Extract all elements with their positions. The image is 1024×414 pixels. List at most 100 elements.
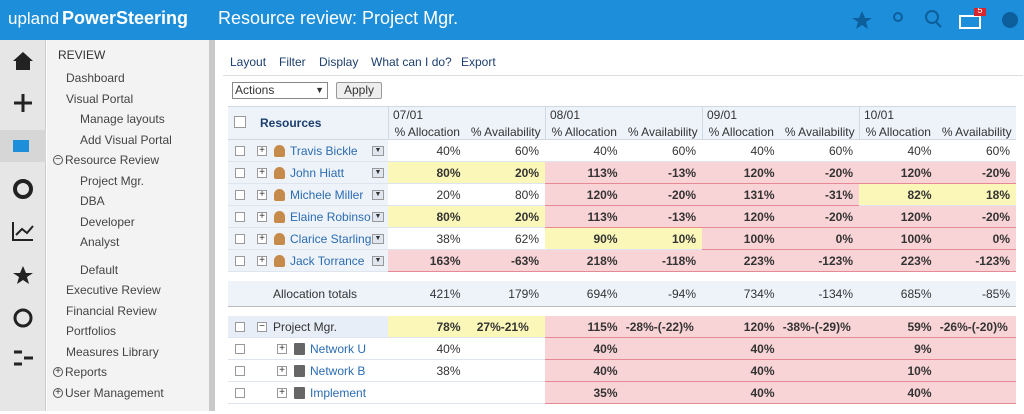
section-title: REVIEW (58, 48, 106, 62)
nav-item[interactable]: Portfolios (66, 324, 117, 338)
row-checkbox[interactable] (235, 388, 245, 398)
select-all[interactable] (234, 116, 246, 128)
cell: 120% (545, 184, 624, 206)
expand-toggle[interactable]: − (257, 322, 267, 332)
column-header[interactable]: % Allocation (394, 125, 460, 139)
expand-toggle[interactable]: + (257, 212, 267, 222)
nav-item[interactable]: Financial Review (66, 303, 157, 318)
nav-item[interactable]: Manage layouts (80, 112, 165, 126)
expand-toggle[interactable]: + (277, 344, 287, 354)
row-menu[interactable]: ▼ (372, 190, 384, 200)
column-header[interactable]: % Availability (470, 125, 541, 139)
nav-item[interactable]: Visual Portal (66, 91, 134, 106)
nav-item[interactable]: Add Visual Portal (80, 132, 172, 147)
column-header[interactable]: % Allocation (551, 125, 617, 139)
add-icon[interactable] (14, 94, 32, 112)
row-name[interactable]: Network U (310, 342, 367, 356)
home-icon[interactable] (13, 52, 33, 70)
settings-icon[interactable] (13, 179, 33, 199)
star-icon[interactable] (13, 266, 33, 284)
reports-icon[interactable] (12, 222, 34, 241)
actions-select[interactable]: Actions ▼ (232, 82, 328, 99)
row-checkbox[interactable] (235, 168, 245, 178)
row-name[interactable]: Elaine Robinso (290, 210, 371, 224)
nav-item[interactable]: Project Mgr. (80, 173, 145, 188)
cell: -20% (937, 206, 1016, 228)
row-name[interactable]: Project Mgr. (273, 320, 338, 334)
column-header[interactable]: % Availability (784, 125, 855, 139)
row-checkbox[interactable] (235, 190, 245, 200)
expand-toggle[interactable]: + (257, 168, 267, 178)
expand-toggle[interactable]: + (257, 256, 267, 266)
row-name[interactable]: Michele Miller (290, 188, 364, 202)
row-name[interactable]: John Hiatt (290, 166, 345, 180)
nav-item[interactable]: Executive Review (66, 283, 161, 297)
cell: 40% (702, 360, 781, 382)
favorites-icon[interactable] (852, 11, 872, 29)
nav-item[interactable]: Resource Review (65, 153, 160, 167)
row-checkbox[interactable] (235, 322, 245, 332)
column-header[interactable]: % Availability (627, 125, 698, 139)
row-menu[interactable]: ▼ (372, 234, 384, 244)
row-checkbox[interactable] (235, 344, 245, 354)
column-header[interactable]: % Availability (941, 125, 1012, 139)
row-menu[interactable]: ▼ (372, 212, 384, 222)
apply-button[interactable]: Apply (336, 82, 382, 99)
history-icon[interactable] (13, 308, 33, 328)
expand-toggle[interactable]: + (257, 234, 267, 244)
brand-prefix: upland (8, 9, 60, 28)
row-checkbox[interactable] (235, 256, 245, 266)
cell: 60% (937, 140, 1016, 162)
help-icon[interactable] (1002, 12, 1018, 28)
menu-item[interactable]: Layout (230, 55, 267, 69)
row-checkbox[interactable] (235, 366, 245, 376)
column-header[interactable]: % Allocation (708, 125, 774, 139)
row-menu[interactable]: ▼ (372, 168, 384, 178)
row-menu[interactable]: ▼ (372, 256, 384, 266)
brand: PowerSteering (62, 8, 189, 28)
row-menu[interactable]: ▼ (372, 146, 384, 156)
menu-item[interactable]: Filter (279, 55, 306, 69)
cell (466, 382, 545, 404)
nav-item[interactable]: Default (80, 262, 119, 277)
row-name-bg (228, 162, 388, 184)
row-name[interactable]: Network B (310, 364, 366, 378)
nav-item[interactable]: User Management (65, 385, 164, 400)
expand-toggle[interactable]: + (277, 388, 287, 398)
row-name[interactable]: Travis Bickle (290, 144, 358, 158)
row-checkbox[interactable] (235, 146, 245, 156)
cell: 40% (545, 360, 624, 382)
review-icon[interactable] (13, 140, 29, 152)
nav-item[interactable]: Reports (65, 365, 108, 379)
total-cell: -94% (667, 287, 696, 301)
row-name[interactable]: Clarice Starling (290, 232, 372, 246)
expand-toggle[interactable]: + (257, 146, 267, 156)
pin-icon[interactable] (893, 12, 903, 22)
cell: 80% (388, 206, 467, 228)
toggle[interactable]: + (53, 387, 63, 398)
cell: 40% (388, 338, 467, 360)
resources-header[interactable]: Resources (260, 116, 322, 130)
search-icon[interactable] (925, 10, 939, 24)
toggle[interactable]: + (53, 367, 63, 377)
nav-item[interactable]: Analyst (80, 235, 120, 249)
row-checkbox[interactable] (235, 234, 245, 244)
menu-item[interactable]: Display (319, 55, 359, 69)
links-icon[interactable] (14, 350, 33, 366)
row-name[interactable]: Implement (310, 386, 367, 400)
menu-item[interactable]: Export (461, 55, 496, 69)
cell: 120% (859, 206, 938, 228)
nav-item[interactable]: Measures Library (66, 344, 159, 359)
inbox-icon[interactable] (959, 15, 981, 29)
expand-toggle[interactable]: + (277, 366, 287, 376)
expand-toggle[interactable]: + (257, 190, 267, 200)
nav-item[interactable]: DBA (80, 194, 105, 208)
toolbar (223, 46, 1023, 76)
row-checkbox[interactable] (235, 212, 245, 222)
column-header[interactable]: % Allocation (865, 125, 931, 139)
nav-item[interactable]: Developer (80, 214, 135, 229)
row-name[interactable]: Jack Torrance (290, 254, 365, 268)
menu-item[interactable]: What can I do? (371, 55, 452, 69)
nav-item[interactable]: Dashboard (66, 71, 125, 85)
toggle[interactable]: − (53, 155, 63, 165)
